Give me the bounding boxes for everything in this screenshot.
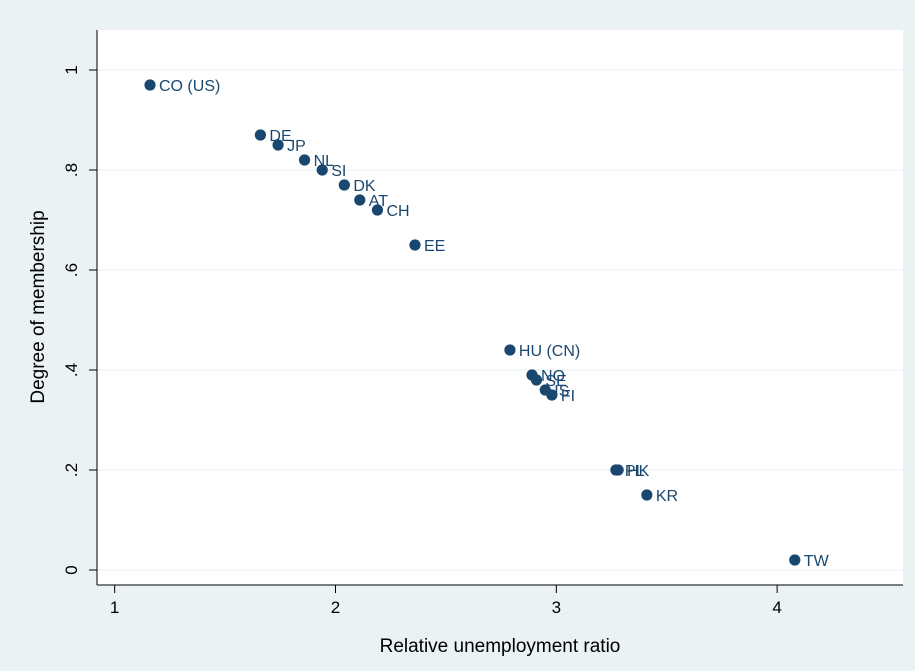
y-tick-label: .6	[62, 263, 81, 277]
plot-area	[97, 30, 903, 585]
data-point	[272, 139, 284, 151]
data-point-label: HU (CN)	[519, 343, 580, 360]
y-tick-label: .8	[62, 163, 81, 177]
data-point-label: AT	[369, 193, 388, 210]
data-point	[530, 374, 543, 386]
data-point	[298, 154, 311, 166]
data-point-label: IS	[554, 383, 569, 400]
y-axis-label: Degree of membership	[28, 210, 49, 403]
data-point-label: DK	[353, 178, 376, 195]
data-point	[371, 204, 384, 216]
data-point	[254, 129, 267, 141]
data-point	[641, 489, 653, 501]
data-point-label: EE	[424, 238, 445, 255]
x-axis-ticks: 1 2 3 4	[110, 585, 782, 617]
y-tick-label: 0	[62, 565, 81, 574]
x-tick-label: 4	[772, 598, 781, 617]
data-point	[354, 194, 366, 206]
data-point-label: PL	[625, 463, 645, 480]
data-point-label: HK	[627, 463, 650, 480]
data-point-label: CH	[386, 203, 409, 220]
data-point-label: CO (US)	[159, 78, 220, 95]
data-point	[144, 79, 156, 91]
data-point-label: JP	[287, 138, 306, 155]
x-tick-label: 2	[331, 598, 340, 617]
data-point-label: FI	[561, 388, 575, 405]
y-tick-label: .2	[62, 463, 81, 477]
data-point-label: SI	[331, 163, 346, 180]
data-point	[338, 179, 350, 191]
x-axis-label: Relative unemployment ratio	[380, 636, 621, 657]
data-point	[546, 389, 558, 401]
data-point	[316, 164, 328, 176]
y-tick-label: 1	[62, 65, 81, 74]
data-point-label: NO	[541, 368, 565, 385]
y-tick-label: .4	[62, 363, 81, 377]
x-tick-label: 1	[110, 598, 119, 617]
data-point	[504, 344, 516, 356]
data-point	[612, 464, 624, 476]
data-point	[789, 554, 801, 566]
gridlines	[97, 69, 903, 571]
y-axis-ticks: 0 .2 .4 .6 .8 1	[62, 65, 97, 575]
data-point-label: KR	[656, 488, 678, 505]
x-tick-label: 3	[552, 598, 561, 617]
data-point-label: TW	[804, 553, 830, 570]
data-point	[409, 239, 421, 251]
data-point-label: SE	[545, 373, 566, 390]
